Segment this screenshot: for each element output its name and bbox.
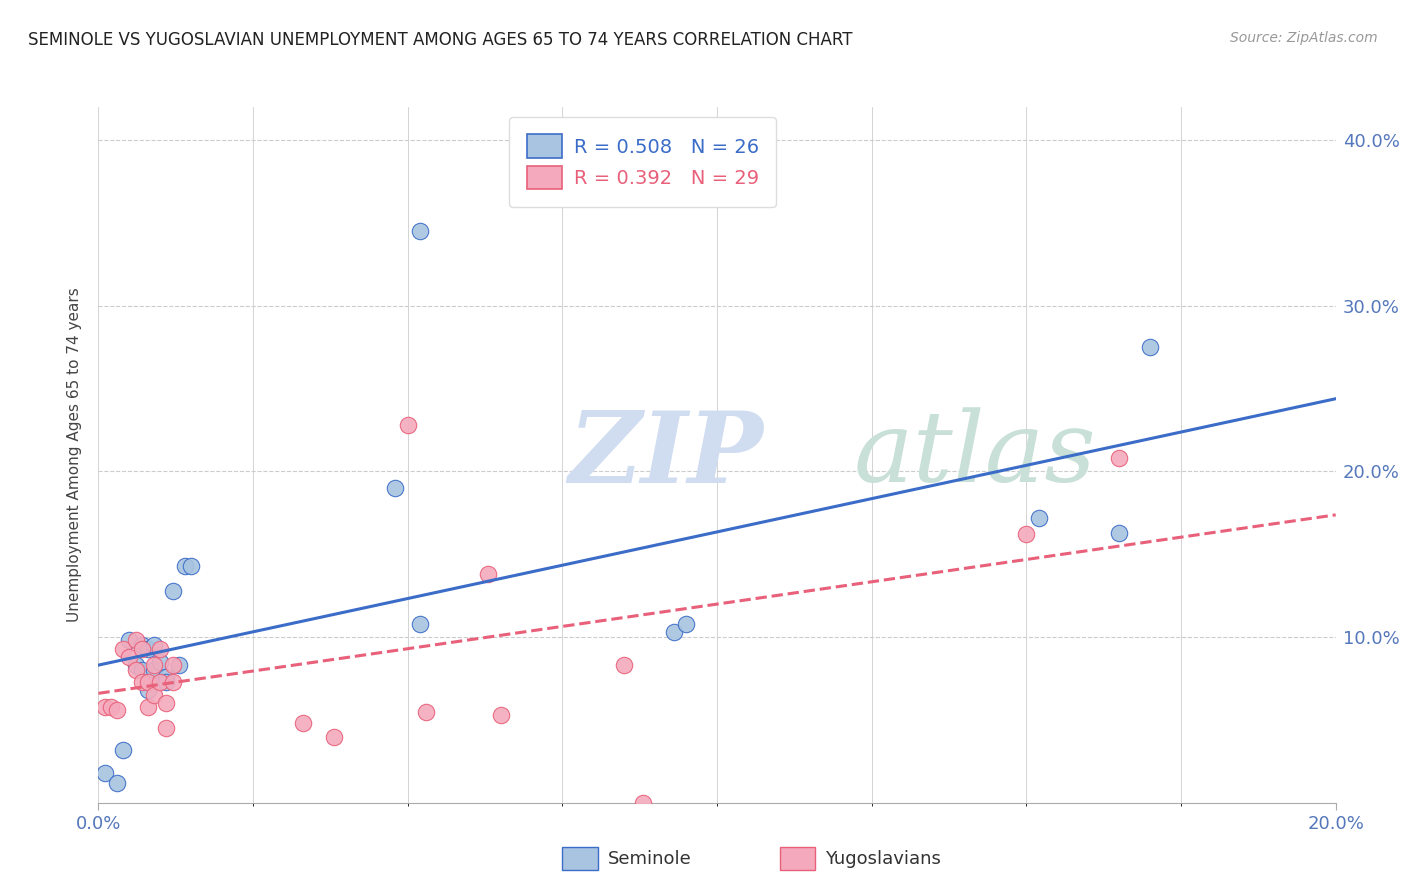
Point [409,224,432,238]
Point [613,658,636,673]
Point [162,583,184,598]
Legend: R = 0.508   N = 26, R = 0.392   N = 29: R = 0.508 N = 26, R = 0.392 N = 29 [509,117,776,207]
Point [124,663,146,677]
Point [131,663,153,677]
Point [415,705,437,719]
Text: atlas: atlas [853,408,1095,502]
Text: Yugoslavians: Yugoslavians [825,850,941,868]
Point [477,567,499,582]
Point [675,616,697,631]
Y-axis label: Unemployment Among Ages 65 to 74 years: Unemployment Among Ages 65 to 74 years [67,287,83,623]
Point [155,721,177,735]
Point [149,641,172,656]
Point [149,655,172,669]
Point [384,481,406,495]
Point [124,658,146,673]
Point [155,674,177,689]
Point [124,633,146,648]
Point [409,616,432,631]
Point [131,639,153,653]
Point [143,663,166,677]
Point [1108,451,1130,466]
Point [489,708,512,723]
Point [100,699,122,714]
Point [396,418,419,433]
Point [143,658,166,673]
Point [1028,511,1050,525]
Point [180,558,202,573]
Text: ZIP: ZIP [568,407,763,503]
Point [131,641,153,656]
Point [662,625,685,640]
Point [162,658,184,673]
Point [105,776,128,790]
Point [131,674,153,689]
Text: SEMINOLE VS YUGOSLAVIAN UNEMPLOYMENT AMONG AGES 65 TO 74 YEARS CORRELATION CHART: SEMINOLE VS YUGOSLAVIAN UNEMPLOYMENT AMO… [28,31,852,49]
Text: Source: ZipAtlas.com: Source: ZipAtlas.com [1230,31,1378,45]
Point [143,688,166,702]
Point [136,641,159,656]
Point [155,697,177,711]
Point [93,766,115,780]
Point [93,699,115,714]
Point [167,658,190,673]
Point [155,670,177,684]
Point [143,639,166,653]
Point [631,796,654,810]
Point [291,716,314,731]
Point [136,674,159,689]
Point [1139,340,1161,354]
Point [322,730,344,744]
Point [162,674,184,689]
Text: Seminole: Seminole [607,850,692,868]
Point [118,650,141,665]
Point [112,743,135,757]
Point [136,699,159,714]
Point [105,703,128,717]
Point [118,633,141,648]
Point [1015,527,1038,541]
Point [112,641,135,656]
Point [136,683,159,698]
Point [1108,525,1130,540]
Point [149,674,172,689]
Point [174,558,197,573]
